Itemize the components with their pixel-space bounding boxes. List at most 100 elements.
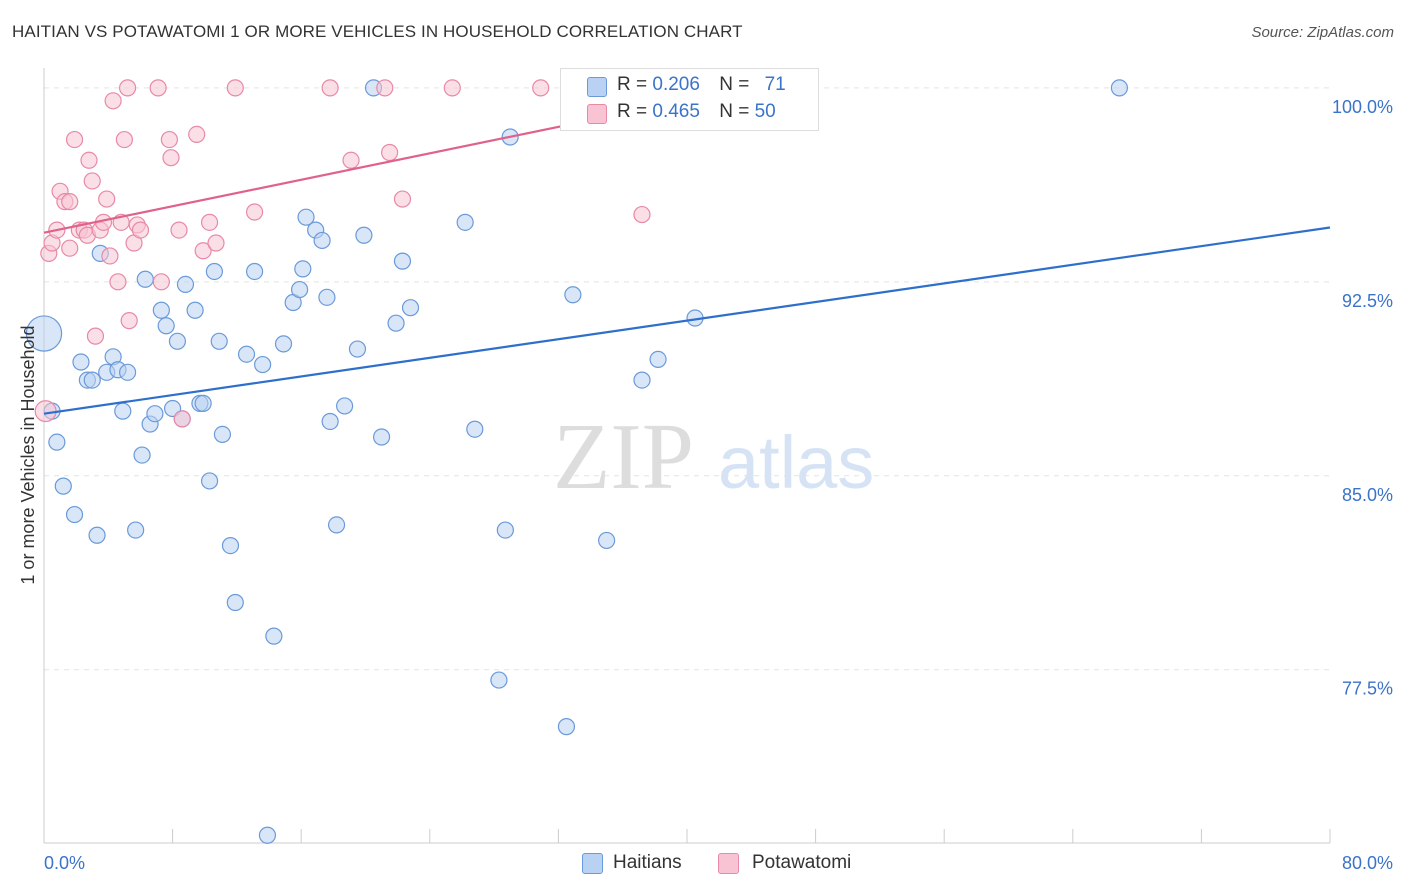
haitians-point (127, 521, 145, 539)
legend-row-potawatomi: R = 0.465 N = 50 (561, 101, 818, 127)
haitians-point (387, 314, 405, 332)
potawatomi-point (173, 410, 191, 428)
legend-r-label: R = (617, 74, 653, 95)
haitians-point (205, 262, 223, 281)
potawatomi-point (80, 151, 98, 169)
haitians-point (118, 363, 137, 381)
haitians-point (72, 353, 90, 371)
potawatomi-point (120, 312, 138, 330)
legend-n-label: N = (719, 101, 755, 122)
haitians-point (245, 262, 264, 281)
potawatomi-point (393, 190, 412, 208)
haitians-point (25, 315, 63, 352)
haitians-point (466, 420, 484, 438)
bottom-legend-label: Haitians (613, 852, 682, 873)
haitians-point (598, 531, 616, 550)
legend-r-value-potawatomi: 0.465 (652, 101, 700, 122)
haitians-point (456, 213, 474, 231)
potawatomi-point (245, 203, 264, 221)
legend-n-label: N = (719, 74, 755, 95)
haitians-point (294, 260, 312, 278)
potawatomi-point (118, 79, 137, 97)
potawatomi-point (109, 273, 127, 291)
legend-r-value-haitians: 0.206 (652, 74, 700, 95)
potawatomi-point (342, 151, 360, 169)
potawatomi-point (61, 239, 79, 257)
potawatomi-point (115, 130, 133, 149)
haitians-point (274, 335, 293, 353)
haitians-point (83, 371, 101, 389)
chart-title: HAITIAN VS POTAWATOMI 1 OR MORE VEHICLES… (12, 22, 743, 41)
gridlines (44, 87, 1330, 671)
haitians-point (65, 505, 84, 524)
haitians-point (297, 208, 315, 226)
haitians-point (355, 226, 373, 244)
haitians-point (176, 275, 195, 294)
x-tick-label: 80.0% (1342, 853, 1393, 873)
trend-lines (43, 86, 1331, 415)
potawatomi-point (633, 205, 651, 224)
y-tick-label: 85.0% (1342, 485, 1393, 505)
haitians-point (254, 355, 272, 374)
haitians-point (226, 593, 244, 612)
potawatomi-point (376, 79, 394, 97)
haitians-point (88, 526, 106, 544)
potawatomi-point (532, 79, 550, 97)
watermark: ZIP atlas (553, 405, 874, 509)
haitians-point (633, 371, 651, 389)
potawatomi-point (226, 79, 244, 97)
haitians-point (564, 286, 582, 304)
tick-labels: 77.5% 85.0% 92.5% 100.0% 0.0% 80.0% 1 or more … (18, 97, 1393, 873)
potawatomi-point (194, 242, 212, 260)
potawatomi-point (61, 193, 79, 211)
potawatomi-point (65, 130, 84, 149)
haitians-point (401, 299, 420, 317)
legend-n-value-potawatomi: 50 (754, 101, 776, 122)
potawatomi-point (188, 125, 206, 144)
potawatomi-point (321, 79, 339, 97)
potawatomi-point (149, 79, 167, 97)
potawatomi-point (381, 143, 399, 162)
haitians-point (157, 317, 175, 335)
y-tick-label: 100.0% (1332, 97, 1393, 117)
legend-row-haitians: R = 0.206 N = 71 (561, 74, 818, 100)
legend-n-value-haitians: 71 (764, 74, 786, 95)
potawatomi-point (131, 221, 150, 239)
haitians-point (1110, 79, 1129, 97)
source-credit: Source: ZipAtlas.com (1251, 24, 1394, 41)
axes (43, 68, 1331, 844)
stats-legend: R = 0.206 N = 71 R = 0.465 N = 50 (560, 68, 819, 131)
potawatomi-point (170, 221, 188, 239)
haitians-point (194, 394, 212, 412)
potawatomi-swatch (718, 853, 739, 874)
haitians-point (258, 826, 277, 844)
haitians-point (221, 536, 240, 555)
haitians-point (200, 472, 219, 490)
haitians-point (186, 301, 204, 319)
watermark-atlas: atlas (718, 421, 874, 504)
haitians-point (54, 477, 72, 495)
potawatomi-point (162, 149, 180, 167)
y-tick-label: 77.5% (1342, 679, 1393, 699)
haitians-swatch (582, 853, 603, 874)
haitians-point (114, 402, 132, 420)
haitians-trend-line (43, 226, 1331, 415)
haitians-point (48, 433, 66, 451)
haitians-point (168, 332, 187, 350)
potawatomi-point (207, 234, 225, 252)
haitians-point (318, 288, 336, 306)
haitians-point (490, 671, 508, 689)
potawatomi-point (152, 273, 170, 291)
potawatomi-point (34, 400, 57, 423)
potawatomi-point (104, 92, 122, 110)
haitians-point (321, 412, 339, 431)
haitians-point (336, 397, 354, 415)
haitians-point (210, 332, 228, 350)
haitians-swatch (587, 77, 607, 97)
y-tick-label: 92.5% (1342, 291, 1393, 311)
haitians-point (496, 521, 514, 539)
watermark-zip: ZIP (553, 405, 694, 509)
potawatomi-point (98, 190, 116, 208)
haitians-point (146, 405, 164, 423)
potawatomi-point (101, 247, 119, 265)
